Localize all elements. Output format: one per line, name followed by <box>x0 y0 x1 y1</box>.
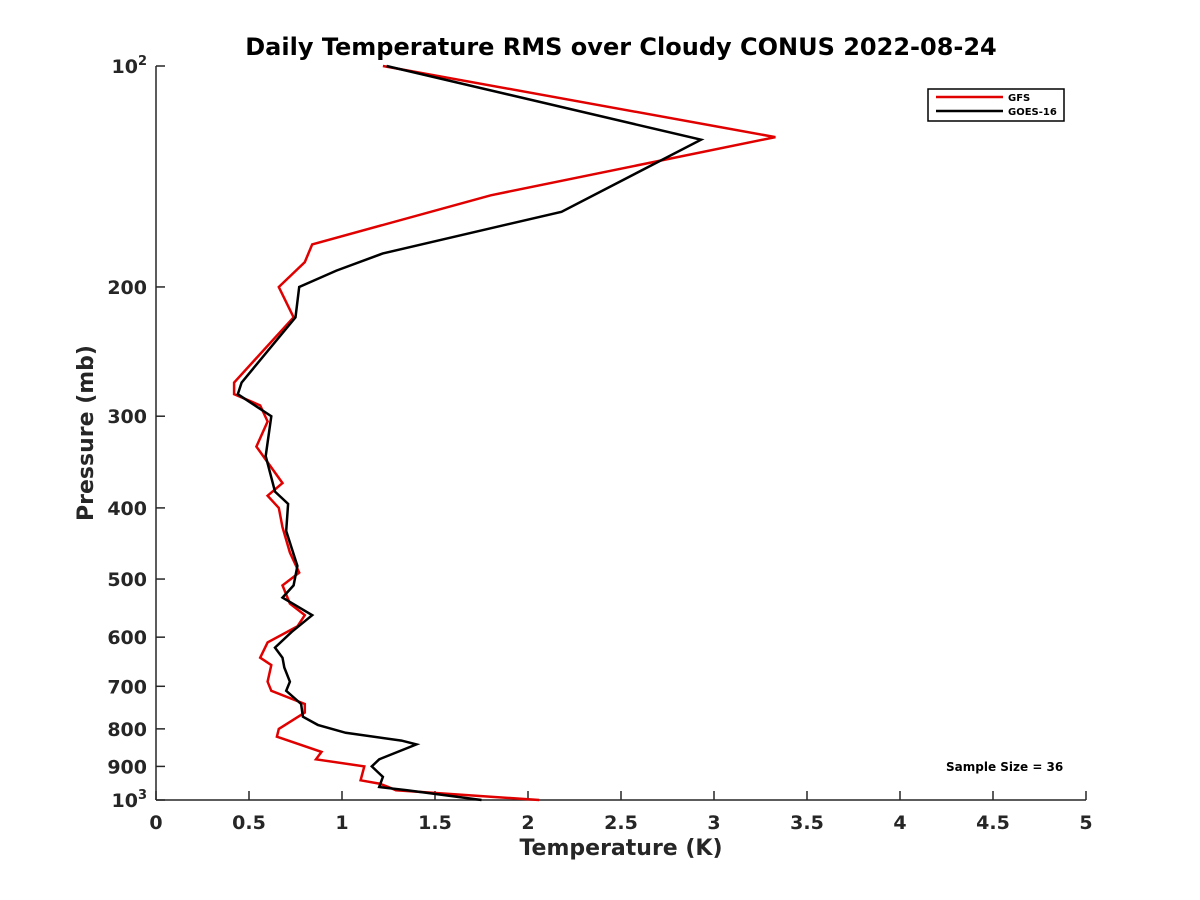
x-tick-label: 2.5 <box>604 812 638 834</box>
x-tick-label: 0 <box>149 812 162 834</box>
x-tick-label: 1.5 <box>418 812 452 834</box>
chart-title: Daily Temperature RMS over Cloudy CONUS … <box>245 33 997 61</box>
y-tick-label: 800 <box>107 719 147 741</box>
y-tick-label: 102 <box>112 54 148 78</box>
x-tick-label: 1 <box>335 812 348 834</box>
x-axis-label: Temperature (K) <box>519 836 722 861</box>
legend-label-gfs: GFS <box>1008 93 1030 104</box>
y-axis-label: Pressure (mb) <box>74 345 99 521</box>
y-tick-label: 103 <box>112 788 148 812</box>
y-tick-label: 700 <box>107 676 147 698</box>
x-tick-label: 5 <box>1079 812 1092 834</box>
legend-box <box>927 88 1065 122</box>
y-tick-label: 900 <box>107 756 147 778</box>
series-line-gfs <box>232 64 776 802</box>
y-tick-label: 400 <box>107 498 147 520</box>
x-tick-label: 4.5 <box>976 812 1010 834</box>
series-line-goes16 <box>236 64 705 802</box>
x-ticks: 0 0.5 1 1.5 2 2.5 3 3.5 4 4.5 5 <box>149 791 1093 834</box>
x-tick-label: 0.5 <box>232 812 266 834</box>
y-tick-base: 10 <box>112 790 138 812</box>
y-tick-label: 500 <box>107 569 147 591</box>
legend-label-goes16: GOES-16 <box>1008 107 1057 118</box>
y-tick-label: 300 <box>107 406 147 428</box>
y-tick-exponent: 3 <box>138 788 147 803</box>
plot-area <box>155 66 1086 801</box>
y-tick-base: 10 <box>112 56 138 78</box>
x-tick-label: 4 <box>893 812 906 834</box>
x-tick-label: 3 <box>707 812 720 834</box>
y-tick-exponent: 2 <box>138 54 147 69</box>
y-tick-label: 600 <box>107 627 147 649</box>
x-tick-label: 3.5 <box>790 812 824 834</box>
y-tick-label: 200 <box>107 277 147 299</box>
legend: GFS GOES-16 <box>927 88 1065 122</box>
series-group <box>232 64 776 802</box>
sample-size-annotation: Sample Size = 36 <box>946 760 1063 774</box>
x-tick-label: 2 <box>521 812 534 834</box>
